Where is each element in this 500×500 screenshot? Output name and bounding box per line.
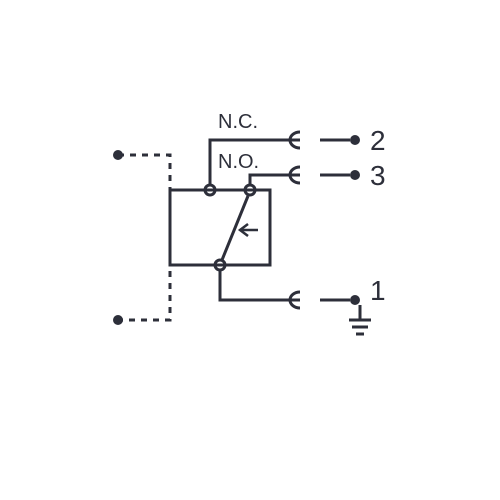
nc-label: N.C. xyxy=(218,111,258,133)
left-top-dot xyxy=(113,150,123,160)
circuit-diagram: N.C. N.O. 2 3 1 xyxy=(0,0,500,500)
ground-icon xyxy=(349,305,371,334)
switch-body xyxy=(170,190,270,265)
no-label: N.O. xyxy=(218,151,259,173)
terminal-3-label: 3 xyxy=(370,160,386,191)
actuator-arrow-icon xyxy=(240,224,258,236)
terminal-2-dot xyxy=(350,135,360,145)
terminal-1-label: 1 xyxy=(370,275,386,306)
terminal-2-label: 2 xyxy=(370,125,386,156)
dashed-outline xyxy=(118,155,170,320)
wire-common xyxy=(220,270,300,300)
terminal-1-dot xyxy=(350,295,360,305)
terminal-3-dot xyxy=(350,170,360,180)
left-bottom-dot xyxy=(113,315,123,325)
